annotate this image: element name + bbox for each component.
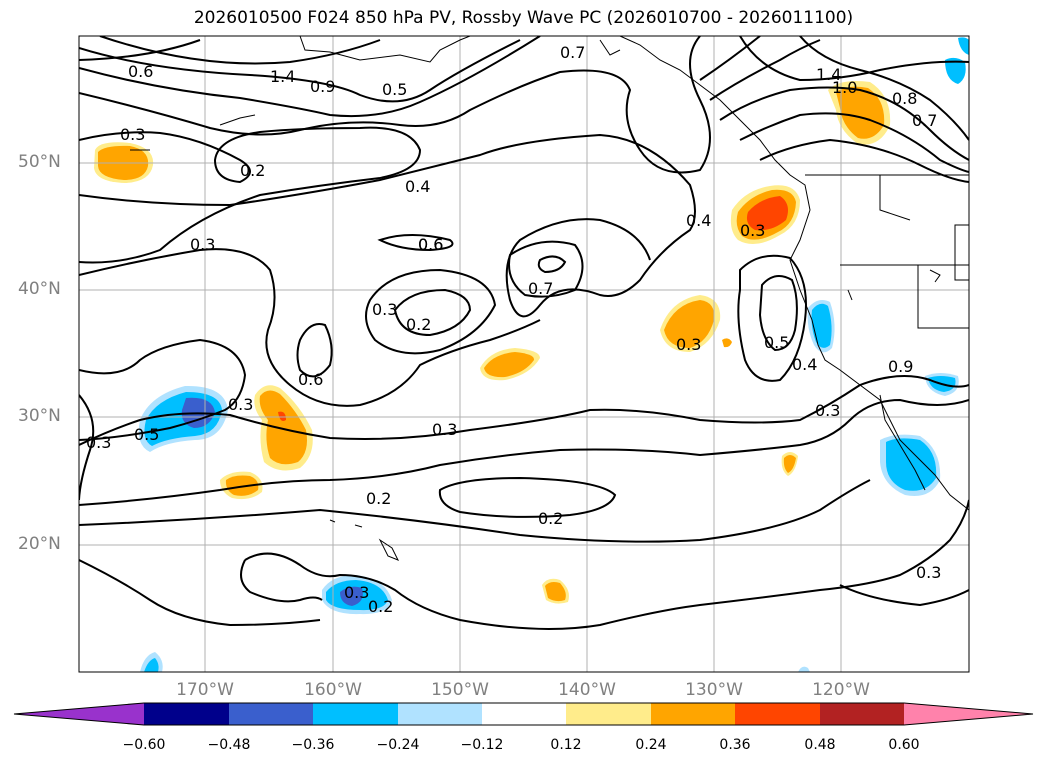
contour-label-group: 0.6 1.4 0.9 0.5 0.7 1.4 1.0 0.8 0.7 0.2 … [86,43,941,616]
colorbar-segment [398,703,482,725]
colorbar-tick-label: 0.48 [804,737,836,753]
colorbar-segment [229,703,313,725]
colorbar-tick-label: 0.60 [888,737,920,753]
contour-label: 0.3 [86,433,111,452]
contour-label: 0.3 [916,563,941,582]
shading-layer [94,37,969,672]
colorbar-segment [820,703,904,725]
contour-label: 0.7 [912,111,937,130]
shading-positive [722,338,732,348]
contour-label: 0.3 [190,235,215,254]
contour-label: 0.4 [686,211,711,230]
shading-negative [886,438,937,491]
lon-label: 130°W [685,680,743,700]
shading-negative [144,658,159,672]
colorbar-tick-label: −0.24 [376,737,420,753]
contour-label: 0.2 [368,597,393,616]
shading-negative [340,586,363,606]
shading-positive [545,582,566,602]
contour-label: 0.8 [892,89,917,108]
lat-label: 20°N [18,534,61,554]
colorbar-tick-label: −0.60 [122,737,166,753]
coastlines [130,36,969,561]
contour-label: 0.7 [528,279,553,298]
contour-label: 0.9 [310,77,335,96]
contour-label: 0.6 [298,370,323,389]
contour-label: 0.3 [372,300,397,319]
contour-label: 0.6 [418,235,443,254]
lon-label: 120°W [812,680,870,700]
contour-label: 1.4 [270,67,295,86]
contour-label: 0.9 [888,357,913,376]
colorbar-segment [735,703,820,725]
lat-label: 40°N [18,279,61,299]
shading-positive [836,86,885,139]
contour-label: 0.2 [240,161,265,180]
shading-positive [259,390,307,465]
shading-negative [798,666,810,672]
contour-label: 0.3 [344,583,369,602]
contour-label: 0.3 [432,420,457,439]
contour-label: 0.3 [228,395,253,414]
lat-label: 50°N [18,152,61,172]
contour-label: 0.4 [405,177,430,196]
shading-positive [783,455,796,473]
contour-label: 0.3 [676,335,701,354]
map-frame [78,35,970,673]
lon-label: 170°W [176,680,234,700]
shading-positive [664,300,715,348]
colorbar-segment [651,703,735,725]
map-title: 2026010500 F024 850 hPa PV, Rossby Wave … [193,8,854,28]
colorbar-tick-label: −0.48 [207,737,251,753]
contour-label: 0.6 [418,235,443,254]
shading-positive [278,411,286,421]
colorbar-extend-low [14,703,144,725]
lon-label: 140°W [558,680,616,700]
contour-label: 0.3 [120,125,145,144]
shading-negative [958,37,969,55]
colorbar-tick-label: 0.36 [719,737,751,753]
contour-label: 0.5 [764,333,789,352]
colorbar-segment [144,703,229,725]
colorbar [13,702,1034,726]
contour-label: 0.5 [382,80,407,99]
contour-lines [79,36,969,630]
shading-positive [746,196,788,231]
colorbar-tick-label: 0.12 [550,737,582,753]
contour-label: 0.2 [406,315,431,334]
colorbar-segment [566,703,651,725]
gridlines [79,36,969,672]
contour-label: 0.4 [792,355,817,374]
colorbar-tick-label: 0.24 [635,737,667,753]
colorbar-tick-label: −0.36 [291,737,335,753]
colorbar-segment [482,703,566,725]
colorbar-segment [313,703,398,725]
lat-label: 30°N [18,406,61,426]
contour-label: 0.2 [538,509,563,528]
shading-positive [484,352,535,378]
contour-label: 0.7 [560,43,585,62]
contour-label: 0.6 [128,62,153,81]
lon-label: 160°W [304,680,362,700]
contour-label: 1.4 [816,65,841,84]
colorbar-extend-high [904,703,1033,725]
contour-label: 0.3 [740,221,765,240]
shading-negative [945,57,966,84]
colorbar-tick-label: −0.12 [460,737,504,753]
lon-label: 150°W [431,680,489,700]
contour-label: 1.0 [832,78,857,97]
contour-label: 0.3 [815,401,840,420]
contour-label: 0.5 [134,425,159,444]
contour-label: 0.2 [366,489,391,508]
